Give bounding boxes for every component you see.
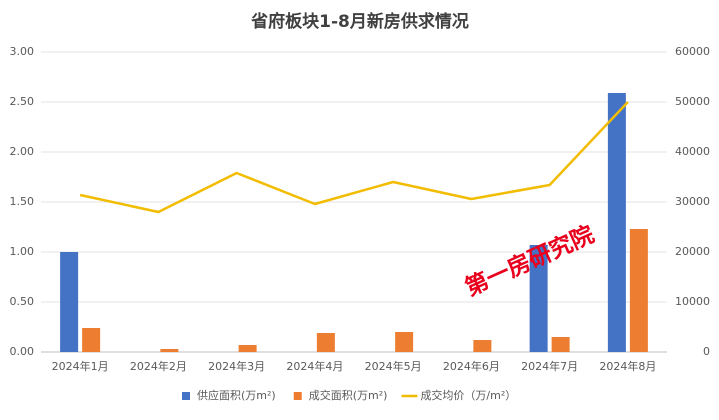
y2-tick-label: 20000	[675, 245, 710, 258]
legend-item: 成交面积(万m²)	[293, 388, 388, 402]
y-tick-label: 1.00	[10, 245, 35, 258]
bar	[607, 93, 626, 352]
y2-tick-label: 30000	[675, 195, 710, 208]
bar	[316, 333, 335, 352]
x-tick-label: 2024年8月	[599, 359, 656, 373]
watermark: 第一房研究院	[461, 221, 598, 302]
x-tick-label: 2024年6月	[443, 359, 500, 373]
legend-item: 供应面积(万m²)	[182, 388, 276, 402]
legend-item: 成交均价（万/m²）	[401, 388, 516, 402]
legend-label: 供应面积(万m²)	[197, 388, 276, 402]
bar	[60, 252, 79, 352]
x-tick-label: 2024年2月	[130, 359, 187, 373]
x-tick-label: 2024年4月	[286, 359, 343, 373]
x-tick-label: 2024年5月	[365, 359, 422, 373]
x-tick-label: 2024年3月	[208, 359, 265, 373]
y-tick-label: 3.00	[10, 45, 35, 58]
y-tick-label: 0.00	[10, 345, 35, 358]
y-tick-label: 1.50	[10, 195, 35, 208]
y-tick-label: 0.50	[10, 295, 35, 308]
bar	[238, 345, 257, 352]
y2-tick-label: 60000	[675, 45, 710, 58]
y-tick-label: 2.50	[10, 95, 35, 108]
bar	[473, 340, 492, 352]
bar	[629, 229, 648, 352]
bar	[529, 245, 548, 352]
legend-swatch	[182, 392, 190, 400]
bar	[395, 332, 414, 352]
bar	[551, 337, 570, 352]
legend-label: 成交均价（万/m²）	[420, 388, 516, 402]
legend-swatch	[293, 392, 302, 400]
y2-tick-label: 10000	[675, 295, 710, 308]
y-tick-label: 2.00	[10, 145, 35, 158]
line	[79, 101, 629, 214]
legend-label: 成交面积(万m²)	[309, 388, 388, 402]
bar	[82, 328, 101, 352]
bar	[160, 349, 179, 352]
y2-tick-label: 40000	[675, 145, 710, 158]
chart-title: 省府板块1-8月新房供求情况	[250, 11, 469, 32]
x-tick-label: 2024年7月	[521, 359, 578, 373]
y2-tick-label: 0	[703, 345, 710, 358]
x-tick-label: 2024年1月	[52, 359, 109, 373]
y2-tick-label: 50000	[675, 95, 710, 108]
